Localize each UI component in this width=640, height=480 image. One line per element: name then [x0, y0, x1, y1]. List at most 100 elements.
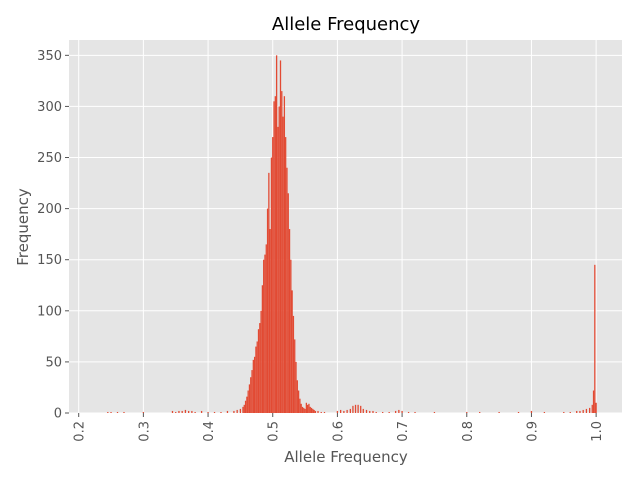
histogram-bar: [273, 101, 275, 414]
histogram-bar: [110, 411, 112, 413]
histogram-bar: [290, 259, 292, 413]
histogram-bar: [301, 406, 304, 413]
histogram-bars: [107, 55, 597, 414]
histogram-bar: [414, 411, 416, 413]
histogram-bar: [394, 410, 397, 413]
x-tick-label: 0.4: [202, 421, 217, 442]
histogram-bar: [263, 259, 265, 413]
histogram-bar: [320, 411, 322, 413]
histogram-bar: [123, 411, 125, 413]
histogram-bar: [300, 403, 302, 413]
histogram-bar: [275, 55, 278, 413]
histogram-bar: [369, 410, 371, 413]
histogram-bar: [285, 137, 287, 413]
gridlines: [69, 40, 622, 414]
histogram-bar: [268, 172, 270, 413]
histogram-bar: [346, 409, 348, 413]
histogram-bar: [563, 411, 565, 413]
plot-area: [69, 40, 622, 413]
histogram-bar: [372, 410, 374, 413]
histogram-bar: [278, 106, 280, 414]
histogram-bar: [323, 411, 326, 413]
y-axis-ticks: 0 50 100 150 200 250 300 350: [37, 49, 69, 422]
histogram-bar: [191, 410, 193, 413]
y-tick-label: 200: [37, 202, 62, 217]
histogram-bar: [303, 407, 305, 413]
histogram-bar: [236, 409, 238, 413]
histogram-bar: [283, 96, 286, 414]
histogram-bar: [305, 402, 308, 413]
histogram-bar: [260, 310, 262, 413]
histogram-bar: [107, 411, 109, 413]
x-axis-title: Allele Frequency: [284, 448, 408, 466]
y-tick-label: 100: [37, 304, 62, 319]
histogram-bar: [274, 96, 276, 414]
histogram-bar: [287, 193, 289, 413]
histogram-bar: [299, 398, 301, 413]
histogram-bar: [592, 390, 595, 413]
histogram-bar: [286, 167, 288, 413]
y-tick-label: 0: [54, 407, 62, 422]
histogram-bar: [175, 411, 177, 413]
histogram-bar: [398, 409, 400, 413]
histogram-bar: [257, 329, 260, 413]
histogram-bar: [256, 341, 258, 413]
histogram-bar: [248, 384, 251, 413]
histogram-bar: [349, 408, 351, 413]
histogram-bar: [362, 408, 364, 413]
histogram-bar: [194, 411, 196, 413]
histogram-bar: [265, 244, 267, 413]
histogram-bar: [259, 323, 261, 413]
histogram-bar: [498, 411, 500, 413]
x-tick-label: 0.7: [396, 421, 411, 442]
histogram-bar: [309, 406, 311, 413]
histogram-bar: [188, 410, 190, 413]
histogram-bar: [261, 285, 264, 413]
histogram-bar: [292, 315, 295, 413]
histogram-bar: [116, 411, 119, 413]
histogram-bar: [530, 410, 533, 413]
histogram-bar: [312, 408, 314, 413]
histogram-bar: [589, 407, 591, 413]
histogram-bar: [269, 229, 271, 413]
histogram-bar: [365, 409, 368, 413]
x-tick-label: 0.5: [267, 421, 282, 442]
histogram-bar: [433, 411, 436, 413]
histogram-bar: [213, 411, 216, 413]
histogram-bar: [310, 407, 313, 413]
histogram-bar: [184, 409, 187, 413]
histogram-bar: [246, 396, 248, 413]
histogram-bar: [291, 290, 293, 413]
histogram-bar: [354, 404, 357, 413]
histogram-bar: [352, 405, 354, 413]
histogram-bar: [304, 408, 306, 413]
histogram-bar: [297, 390, 300, 413]
x-tick-label: 1.0: [590, 421, 605, 442]
chart-title: Allele Frequency: [272, 14, 421, 35]
histogram-bar: [517, 411, 520, 413]
histogram-bar: [250, 377, 252, 413]
histogram-bar: [251, 370, 253, 413]
y-axis-title: Frequency: [14, 188, 32, 266]
histogram-bar: [375, 411, 377, 413]
histogram-bar: [343, 410, 345, 413]
histogram-bar: [247, 390, 249, 413]
y-tick-label: 50: [45, 355, 62, 370]
x-tick-label: 0.3: [137, 421, 152, 442]
histogram-bar: [233, 410, 235, 413]
histogram-bar: [360, 405, 362, 413]
histogram-bar: [314, 410, 317, 413]
histogram-bar: [264, 254, 266, 413]
histogram-bar: [171, 410, 174, 413]
histogram-bar: [313, 409, 315, 413]
histogram-bar: [407, 411, 410, 413]
y-tick-label: 300: [37, 100, 62, 115]
histogram-bar: [270, 157, 273, 413]
y-tick-label: 250: [37, 151, 62, 166]
histogram-bar: [401, 410, 403, 413]
histogram-bar: [242, 406, 244, 413]
histogram-bar: [308, 403, 310, 413]
histogram-bar: [178, 410, 180, 413]
histogram-bar: [220, 411, 222, 413]
